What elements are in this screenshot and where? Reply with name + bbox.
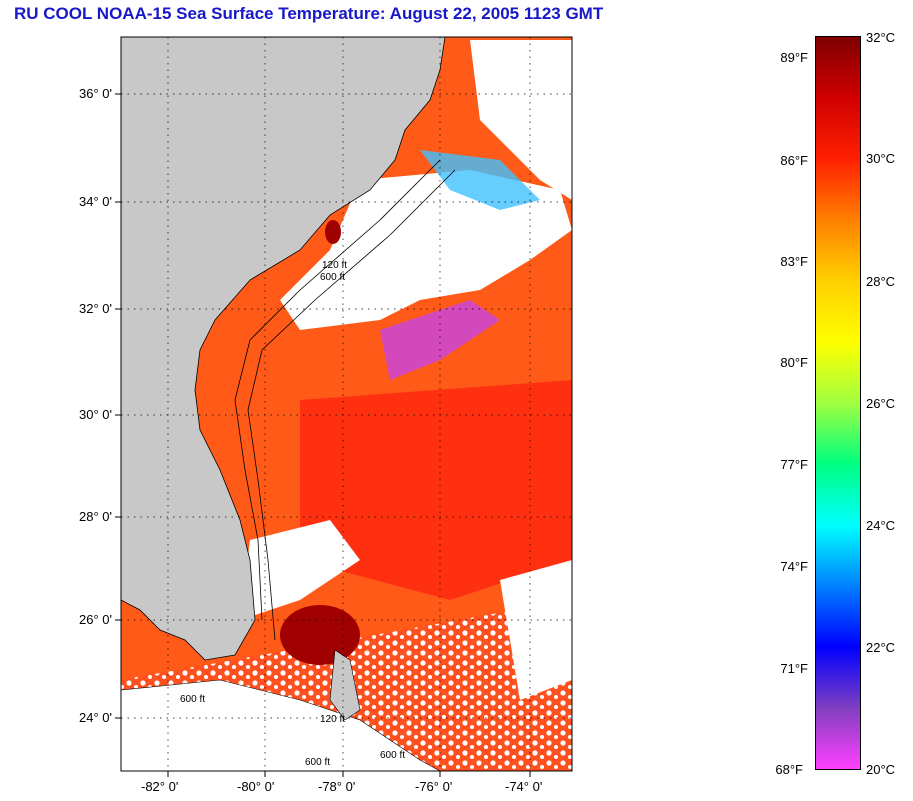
axis-ticks	[115, 93, 531, 777]
celsius-label: 26°C	[866, 396, 896, 411]
fahrenheit-label: 89°F	[780, 50, 808, 65]
contour-600ft	[247, 169, 456, 641]
contour-label: 600 ft	[320, 272, 345, 283]
land-area	[121, 37, 446, 661]
graticule	[121, 37, 572, 771]
lon-tick-label: -80° 0'	[237, 779, 275, 794]
contour-120ft	[234, 159, 441, 621]
fahrenheit-label: 71°F	[780, 661, 808, 676]
lat-tick-label: 26° 0'	[79, 612, 112, 627]
cloud-area	[280, 170, 572, 330]
cool-eddy	[420, 150, 540, 210]
cloud-area	[500, 560, 572, 700]
fahrenheit-label: 77°F	[780, 457, 808, 472]
celsius-label: 22°C	[866, 640, 896, 655]
celsius-label: 28°C	[866, 274, 896, 289]
contour-label: 600 ft	[180, 694, 205, 705]
hot-pocket	[325, 220, 341, 244]
contour-label: 600 ft	[305, 757, 330, 768]
fahrenheit-label: 74°F	[780, 559, 808, 574]
cloud-area	[240, 520, 360, 620]
lon-tick-label: -76° 0'	[415, 779, 453, 794]
gulf-stream	[300, 380, 572, 600]
contour-label: 120 ft	[320, 714, 345, 725]
celsius-label: 20°C	[866, 762, 896, 777]
lat-tick-label: 24° 0'	[79, 710, 112, 725]
cloud-area	[470, 40, 572, 200]
contour-label: 600 ft	[380, 750, 405, 761]
map-frame	[120, 36, 573, 772]
fahrenheit-label: 68°F	[775, 762, 803, 777]
andros-island	[329, 649, 361, 721]
fahrenheit-label: 83°F	[780, 254, 808, 269]
cuba-area	[121, 679, 441, 771]
color-scale-bar	[815, 36, 861, 770]
lon-tick-label: -74° 0'	[505, 779, 543, 794]
contour-label: 120 ft	[322, 260, 347, 271]
lon-tick-label: -78° 0'	[318, 779, 356, 794]
fahrenheit-label: 86°F	[780, 153, 808, 168]
lat-tick-label: 32° 0'	[79, 301, 112, 316]
lat-tick-label: 36° 0'	[79, 86, 112, 101]
cool-eddy	[380, 300, 500, 380]
map-title: RU COOL NOAA-15 Sea Surface Temperature:…	[14, 4, 604, 23]
hot-pocket	[280, 605, 360, 665]
lat-tick-label: 30° 0'	[79, 407, 112, 422]
celsius-label: 30°C	[866, 151, 896, 166]
celsius-label: 24°C	[866, 518, 896, 533]
lat-tick-label: 28° 0'	[79, 509, 112, 524]
fahrenheit-label: 80°F	[780, 355, 808, 370]
lat-tick-label: 34° 0'	[79, 194, 112, 209]
celsius-label: 32°C	[866, 30, 896, 45]
lon-tick-label: -82° 0'	[141, 779, 179, 794]
